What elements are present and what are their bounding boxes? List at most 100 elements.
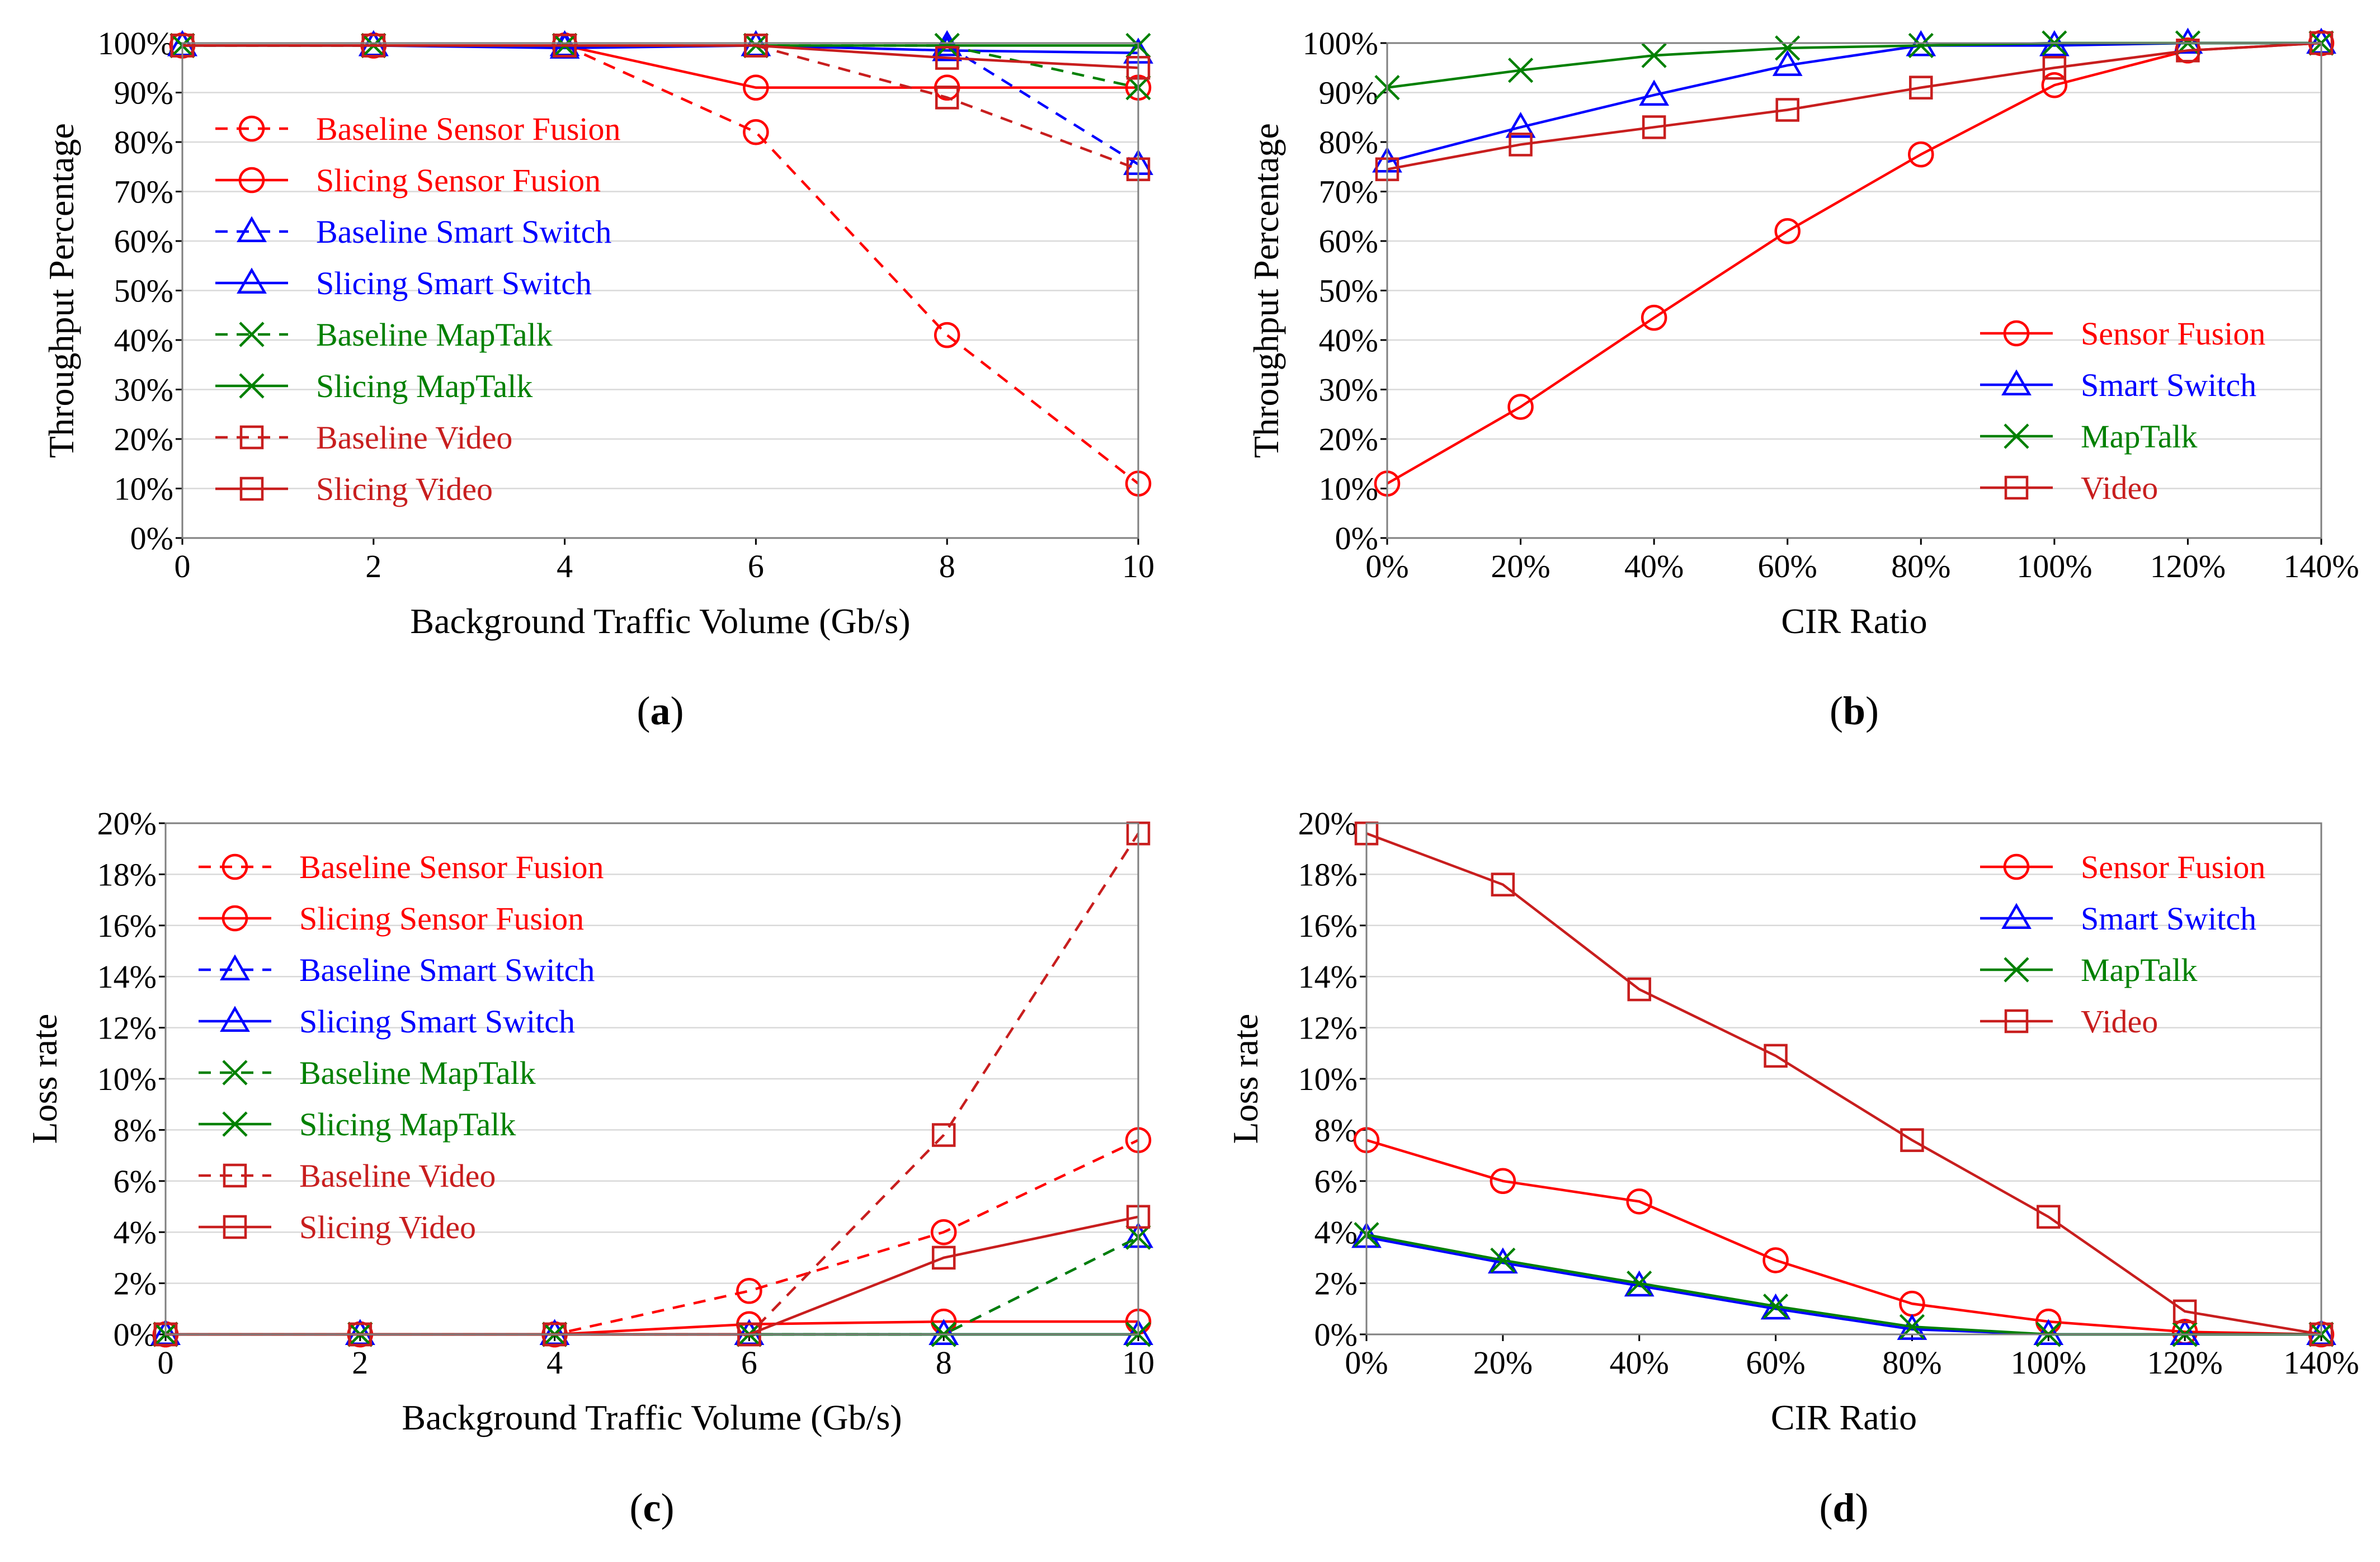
y-tick-label: 60% (114, 223, 173, 259)
legend-marker (2003, 853, 2030, 880)
y-axis-label: Throughput Percentage (41, 123, 81, 458)
y-tick-label: 10% (1319, 471, 1378, 507)
data-point (361, 34, 386, 58)
panel-caption: (a) (637, 688, 684, 733)
x-axis-label: Background Traffic Volume (Gb/s) (410, 601, 910, 641)
legend-item: Smart Switch (1980, 900, 2256, 937)
data-point (1774, 218, 1801, 244)
chart-panel-d: 0% 2% 4% 6% 8% 10% 12% 14% 16% 18% 20% 0% 20% 40% 60% 8… (1226, 805, 2359, 1530)
data-point (2033, 1319, 2064, 1346)
y-tick-label: 20% (1319, 421, 1378, 457)
data-point (1909, 75, 1933, 100)
legend-label: Video (2081, 470, 2158, 506)
legend-label: Slicing MapTalk (299, 1106, 516, 1143)
legend-marker (2004, 957, 2029, 983)
legend-item: MapTalk (1980, 952, 2198, 988)
legend-marker (222, 1060, 248, 1086)
legend-label: Smart Switch (2081, 900, 2256, 937)
data-point (1639, 79, 1670, 106)
legend-label: Baseline Sensor Fusion (299, 849, 604, 885)
legend-item: Slicing MapTalk (215, 368, 532, 404)
data-point (1762, 1294, 1789, 1319)
plot-border (181, 42, 1139, 539)
y-axis-label: Loss rate (25, 1014, 64, 1144)
y-tick-label: 14% (1298, 959, 1358, 995)
legend-item: Slicing Video (215, 471, 493, 507)
data-point (1641, 304, 1667, 331)
data-point (2042, 56, 2067, 80)
plot-border (1365, 822, 2322, 1336)
data-point (2172, 1299, 2197, 1324)
series-line (1387, 41, 2322, 171)
legend-item: Baseline Sensor Fusion (199, 849, 604, 885)
data-point (930, 1219, 957, 1245)
y-tick-label: 20% (114, 421, 173, 457)
x-tick-label: 6 (741, 1344, 757, 1381)
data-point (1775, 98, 1799, 122)
x-axis-label: Background Traffic Volume (Gb/s) (402, 1398, 902, 1437)
x-tick-label: 8 (936, 1344, 952, 1381)
legend-label: Baseline MapTalk (299, 1055, 536, 1091)
data-point (931, 1245, 956, 1270)
y-axis-label: Throughput Percentage (1246, 123, 1286, 458)
x-tick-label: 0 (175, 548, 191, 584)
x-tick-label: 140% (2283, 548, 2359, 584)
legend-marker (221, 905, 248, 932)
data-point (1642, 115, 1666, 139)
y-tick-label: 40% (1319, 322, 1378, 358)
legend-item: Slicing Sensor Fusion (199, 900, 584, 937)
legend-marker (221, 853, 248, 880)
y-tick-label: 16% (1298, 908, 1358, 944)
legend: Sensor Fusion Smart Switch MapTalk Video (1980, 849, 2265, 1040)
y-tick-label: 0% (1314, 1316, 1358, 1353)
series-line (1366, 832, 2322, 1336)
data-point (1626, 1188, 1652, 1215)
y-tick-label: 14% (97, 959, 157, 995)
legend-item: Slicing Smart Switch (199, 1003, 575, 1040)
legend-label: Sensor Fusion (2081, 849, 2265, 885)
y-tick-label: 8% (1314, 1112, 1358, 1148)
plot-border (1386, 42, 2322, 539)
data-point (934, 32, 960, 59)
legend-label: Slicing Sensor Fusion (299, 900, 584, 937)
x-tick-label: 0 (158, 1344, 174, 1381)
x-tick-label: 0% (1345, 1344, 1388, 1381)
legend-marker (239, 373, 265, 399)
plot-border (164, 822, 1139, 1336)
series-line (166, 1236, 1139, 1336)
legend-marker (238, 115, 265, 142)
y-tick-label: 10% (114, 471, 173, 507)
x-tick-label: 40% (1610, 1344, 1669, 1381)
x-tick-label: 2 (352, 1344, 368, 1381)
x-tick-label: 20% (1491, 548, 1550, 584)
legend-item: Slicing MapTalk (199, 1106, 516, 1143)
series-line (1386, 41, 2322, 485)
x-tick-label: 80% (1882, 1344, 1941, 1381)
data-point (935, 46, 959, 70)
legend-label: Slicing Smart Switch (299, 1003, 575, 1040)
data-point (929, 1319, 959, 1346)
legend-marker (237, 216, 267, 243)
legend-label: Slicing Smart Switch (316, 265, 592, 301)
data-point (1509, 133, 1533, 157)
x-tick-label: 100% (2016, 548, 2092, 584)
legend-marker (220, 1006, 250, 1032)
legend-label: Video (2081, 1003, 2158, 1040)
legend-label: MapTalk (2081, 952, 2198, 988)
panel-caption: (b) (1830, 688, 1879, 733)
x-tick-label: 60% (1758, 548, 1817, 584)
legend-item: Slicing Smart Switch (215, 265, 592, 301)
x-tick-label: 4 (546, 1344, 563, 1381)
y-tick-label: 10% (1298, 1061, 1358, 1097)
data-point (931, 1123, 956, 1147)
legend-label: MapTalk (2081, 418, 2198, 455)
y-tick-label: 10% (97, 1061, 157, 1097)
data-point (2172, 27, 2203, 54)
x-tick-label: 10 (1122, 1344, 1154, 1381)
data-point (1641, 43, 1667, 68)
y-axis-label: Loss rate (1226, 1014, 1265, 1144)
data-point (932, 35, 963, 62)
legend: Sensor Fusion Smart Switch MapTalk Video (1980, 315, 2265, 506)
panel-caption: (c) (630, 1485, 675, 1530)
